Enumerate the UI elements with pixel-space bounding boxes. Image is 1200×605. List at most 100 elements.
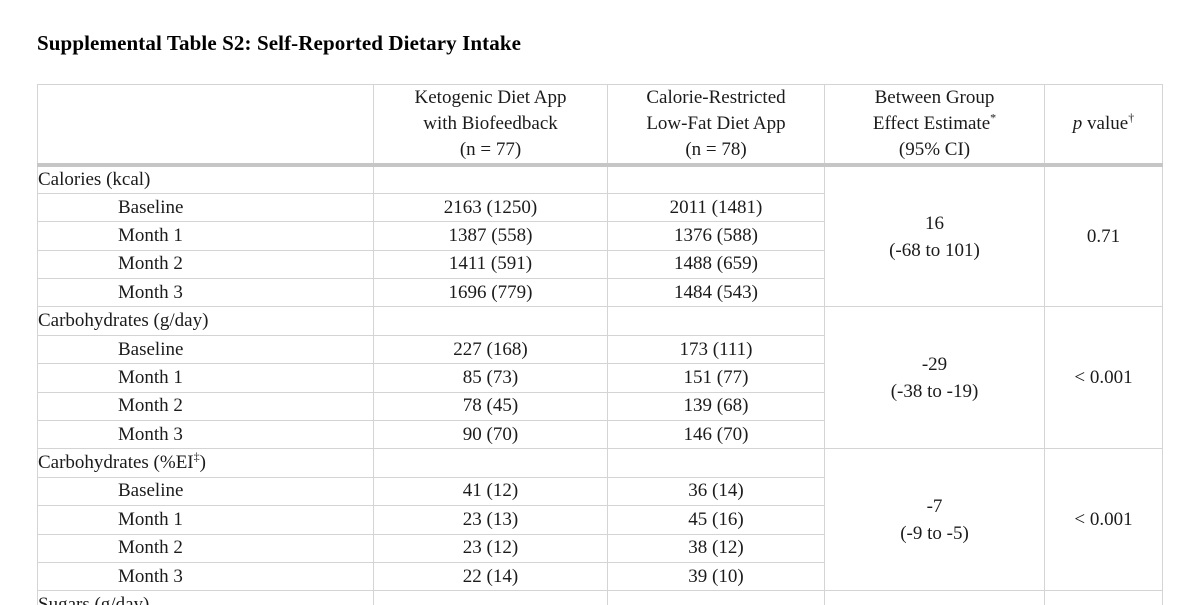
empty-cell bbox=[607, 306, 825, 336]
table-row: Baseline 227 (168) 173 (111) bbox=[37, 334, 1163, 365]
table-row: Month 3 1696 (779) 1484 (543) bbox=[37, 278, 1163, 308]
keto-value: 23 (12) bbox=[373, 533, 608, 563]
lowfat-value: 38 (12) bbox=[607, 533, 825, 563]
row-label: Month 2 bbox=[37, 391, 374, 422]
col-header-keto-line2: with Biofeedback bbox=[423, 113, 558, 134]
lowfat-value: 173 (111) bbox=[607, 334, 825, 365]
section-label-cell: Sugars (g/day) bbox=[37, 590, 374, 605]
double-dagger-footnote-marker: ‡ bbox=[193, 449, 200, 464]
lowfat-value: 39 (10) bbox=[607, 561, 825, 592]
keto-value: 41 (12) bbox=[373, 476, 608, 507]
col-header-lowfat-line2: Low-Fat Diet App bbox=[646, 113, 786, 134]
table-row: Baseline 2163 (1250) 2011 (1481) bbox=[37, 192, 1163, 223]
table-row: Month 3 90 (70) 146 (70) bbox=[37, 420, 1163, 450]
section-label-cell: Carbohydrates (%EI‡) bbox=[37, 448, 374, 478]
row-label: Month 1 bbox=[37, 363, 374, 393]
col-header-effect-line2-text: Effect Estimate bbox=[872, 113, 991, 134]
col-header-lowfat-line3: (n = 78) bbox=[685, 139, 747, 160]
keto-value: 2163 (1250) bbox=[373, 192, 608, 223]
dietary-intake-table: Ketogenic Diet App with Biofeedback (n =… bbox=[37, 84, 1163, 605]
table-row: Month 2 1411 (591) 1488 (659) bbox=[37, 249, 1163, 280]
empty-header-cell bbox=[37, 84, 374, 167]
keto-value: 23 (13) bbox=[373, 505, 608, 535]
col-header-pvalue: p value† bbox=[1044, 84, 1163, 167]
row-label: Month 2 bbox=[37, 249, 374, 280]
lowfat-value: 1376 (588) bbox=[607, 221, 825, 251]
table-row: Month 1 85 (73) 151 (77) bbox=[37, 363, 1163, 393]
keto-value: 1387 (558) bbox=[373, 221, 608, 251]
table-row: Month 2 23 (12) 38 (12) bbox=[37, 533, 1163, 563]
row-label: Month 1 bbox=[37, 505, 374, 535]
table-row: Baseline 41 (12) 36 (14) bbox=[37, 476, 1163, 507]
row-label: Month 2 bbox=[37, 533, 374, 563]
row-label: Baseline bbox=[37, 192, 374, 223]
col-header-effect: Between Group Effect Estimate* (95% CI) bbox=[824, 84, 1045, 167]
table-header-row: Ketogenic Diet App with Biofeedback (n =… bbox=[37, 84, 1163, 167]
effect-estimate-cell: 16 (-68 to 101) bbox=[824, 164, 1045, 308]
p-value-cell: < 0.001 bbox=[1044, 448, 1163, 592]
lowfat-value: 1484 (543) bbox=[607, 278, 825, 308]
lowfat-value: 151 (77) bbox=[607, 363, 825, 393]
col-header-effect-line3: (95% CI) bbox=[898, 139, 971, 160]
section-header-row: Carbohydrates (g/day) -29 (-38 to -19) <… bbox=[37, 306, 1163, 450]
dagger-footnote-marker: † bbox=[1128, 110, 1135, 125]
table-row: Month 2 78 (45) 139 (68) bbox=[37, 391, 1163, 422]
section-label-cell: Calories (kcal) bbox=[37, 164, 374, 194]
p-value-cell: 0.71 bbox=[1044, 164, 1163, 308]
keto-value: 78 (45) bbox=[373, 391, 608, 422]
effect-estimate-value: -7 bbox=[926, 495, 943, 517]
section-header-row-partial: Sugars (g/day) bbox=[37, 590, 1163, 605]
effect-estimate-ci: (-38 to -19) bbox=[890, 380, 979, 402]
col-header-lowfat: Calorie-Restricted Low-Fat Diet App (n =… bbox=[607, 84, 825, 167]
row-label: Month 3 bbox=[37, 420, 374, 450]
effect-estimate-ci: (-9 to -5) bbox=[900, 522, 969, 544]
row-label: Baseline bbox=[37, 476, 374, 507]
asterisk-footnote-marker: * bbox=[990, 110, 997, 125]
effect-estimate-ci: (-68 to 101) bbox=[889, 239, 980, 261]
section-label-post: ) bbox=[199, 452, 206, 474]
empty-cell bbox=[607, 164, 825, 194]
col-header-effect-line1: Between Group bbox=[874, 87, 995, 108]
row-label: Baseline bbox=[37, 334, 374, 365]
lowfat-value: 1488 (659) bbox=[607, 249, 825, 280]
lowfat-value: 146 (70) bbox=[607, 420, 825, 450]
effect-estimate-cell bbox=[824, 590, 1045, 605]
col-header-keto-line1: Ketogenic Diet App bbox=[414, 87, 567, 108]
effect-estimate-value: -29 bbox=[921, 353, 948, 375]
keto-value: 1411 (591) bbox=[373, 249, 608, 280]
row-label: Month 3 bbox=[37, 561, 374, 592]
section-label: Carbohydrates (%EI bbox=[38, 452, 194, 474]
lowfat-value: 45 (16) bbox=[607, 505, 825, 535]
col-header-keto-line3: (n = 77) bbox=[459, 139, 522, 160]
p-italic: p bbox=[1072, 113, 1083, 134]
table-row: Month 1 1387 (558) 1376 (588) bbox=[37, 221, 1163, 251]
section-header-row: Calories (kcal) 16 (-68 to 101) 0.71 bbox=[37, 164, 1163, 308]
empty-cell bbox=[373, 590, 608, 605]
keto-value: 1696 (779) bbox=[373, 278, 608, 308]
row-label: Month 1 bbox=[37, 221, 374, 251]
page-title: Supplemental Table S2: Self-Reported Die… bbox=[37, 31, 522, 55]
empty-cell bbox=[373, 448, 608, 478]
pvalue-text: value bbox=[1082, 113, 1129, 134]
col-header-keto: Ketogenic Diet App with Biofeedback (n =… bbox=[373, 84, 608, 167]
lowfat-value: 36 (14) bbox=[607, 476, 825, 507]
empty-cell bbox=[607, 590, 825, 605]
col-header-effect-line2: Effect Estimate* bbox=[826, 110, 1044, 137]
row-label: Month 3 bbox=[37, 278, 374, 308]
section-label: Calories (kcal) bbox=[38, 168, 151, 190]
effect-estimate-value: 16 bbox=[925, 212, 944, 234]
effect-estimate-cell: -7 (-9 to -5) bbox=[824, 448, 1045, 592]
p-value-cell bbox=[1044, 590, 1163, 605]
keto-value: 90 (70) bbox=[373, 420, 608, 450]
section-label-cell: Carbohydrates (g/day) bbox=[37, 306, 374, 336]
effect-estimate-cell: -29 (-38 to -19) bbox=[824, 306, 1045, 450]
keto-value: 227 (168) bbox=[373, 334, 608, 365]
p-value-cell: < 0.001 bbox=[1044, 306, 1163, 450]
empty-cell bbox=[373, 164, 608, 194]
section-label: Carbohydrates (g/day) bbox=[38, 310, 209, 332]
col-header-lowfat-line1: Calorie-Restricted bbox=[646, 87, 786, 108]
keto-value: 85 (73) bbox=[373, 363, 608, 393]
section-header-row: Carbohydrates (%EI‡) -7 (-9 to -5) < 0.0… bbox=[37, 448, 1163, 592]
empty-cell bbox=[373, 306, 608, 336]
